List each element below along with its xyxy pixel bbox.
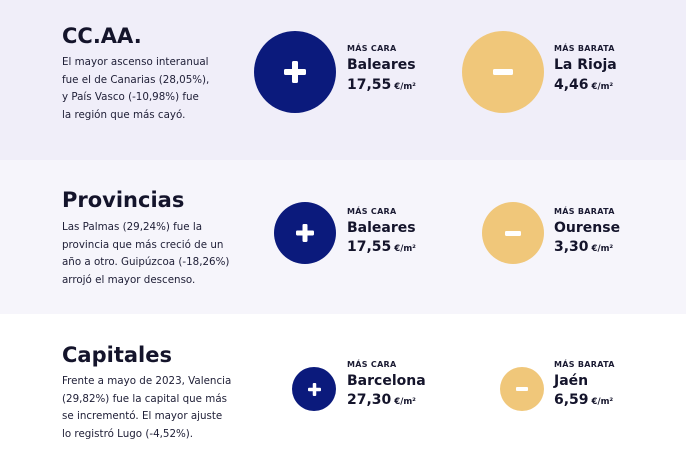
- cheapest-price: 3,30 €/m²: [554, 239, 613, 255]
- description-line: (29,82%) fue la capital que más: [62, 392, 227, 405]
- description-line: fue el de Canarias (28,05%),: [62, 73, 210, 86]
- cheapest-label: MÁS BARATA: [554, 44, 615, 53]
- price-unit: €/m²: [591, 244, 614, 254]
- price-value: 17,55: [347, 77, 392, 93]
- description-line: año a otro. Guipúzcoa (-18,26%): [62, 256, 230, 268]
- minus-icon: [482, 202, 544, 264]
- section-description: Frente a mayo de 2023, Valencia (29,82%)…: [62, 373, 231, 443]
- description-line: provincia que más creció de un: [62, 238, 224, 251]
- most-expensive-label: MÁS CARA: [347, 360, 397, 369]
- cheapest-price: 4,46 €/m²: [554, 77, 613, 93]
- cheapest-name: Ourense: [554, 220, 621, 236]
- minus-icon: [462, 31, 544, 113]
- most-expensive-price: 27,30 €/m²: [347, 392, 416, 408]
- description-line: El mayor ascenso interanual: [62, 56, 209, 68]
- most-expensive-price: 17,55 €/m²: [347, 239, 416, 255]
- plus-icon: [254, 31, 336, 113]
- price-value: 4,46: [554, 77, 589, 93]
- cheapest-name: La Rioja: [554, 57, 617, 73]
- plus-icon: [292, 367, 336, 411]
- section-title: Provincias: [62, 188, 185, 212]
- section-capitales: Capitales Frente a mayo de 2023, Valenci…: [0, 314, 686, 461]
- section-description: El mayor ascenso interanual fue el de Ca…: [62, 54, 209, 124]
- description-line: arrojó el mayor descenso.: [62, 273, 196, 286]
- price-unit: €/m²: [591, 82, 614, 92]
- most-expensive-price: 17,55 €/m²: [347, 77, 416, 93]
- cheapest-label: MÁS BARATA: [554, 360, 615, 369]
- most-expensive-label: MÁS CARA: [347, 207, 397, 216]
- description-line: se incrementó. El mayor ajuste: [62, 410, 223, 422]
- price-value: 6,59: [554, 392, 589, 408]
- section-provincias: Provincias Las Palmas (29,24%) fue la pr…: [0, 160, 686, 314]
- cheapest-price: 6,59 €/m²: [554, 392, 613, 408]
- price-value: 17,55: [347, 239, 392, 255]
- description-line: lo registró Lugo (-4,52%).: [62, 427, 194, 440]
- cheapest-name: Jaén: [554, 373, 589, 389]
- most-expensive-name: Baleares: [347, 220, 416, 236]
- minus-icon: [500, 367, 544, 411]
- description-line: la región que más cayó.: [62, 108, 186, 121]
- price-unit: €/m²: [394, 82, 416, 92]
- section-description: Las Palmas (29,24%) fue la provincia que…: [62, 219, 229, 289]
- section-ccaa: CC.AA. El mayor ascenso interanual fue e…: [0, 0, 686, 160]
- price-unit: €/m²: [591, 397, 614, 407]
- cheapest-label: MÁS BARATA: [554, 207, 615, 216]
- most-expensive-label: MÁS CARA: [347, 44, 397, 53]
- description-line: Frente a mayo de 2023, Valencia: [62, 375, 232, 387]
- description-line: y País Vasco (-10,98%) fue: [62, 91, 199, 103]
- price-value: 3,30: [554, 239, 589, 255]
- section-title: Capitales: [62, 343, 172, 367]
- price-value: 27,30: [347, 392, 392, 408]
- plus-icon: [274, 202, 336, 264]
- most-expensive-name: Barcelona: [347, 373, 426, 389]
- price-unit: €/m²: [394, 397, 416, 407]
- most-expensive-name: Baleares: [347, 57, 416, 73]
- section-title: CC.AA.: [62, 24, 142, 48]
- description-line: Las Palmas (29,24%) fue la: [62, 221, 203, 233]
- price-unit: €/m²: [394, 244, 416, 254]
